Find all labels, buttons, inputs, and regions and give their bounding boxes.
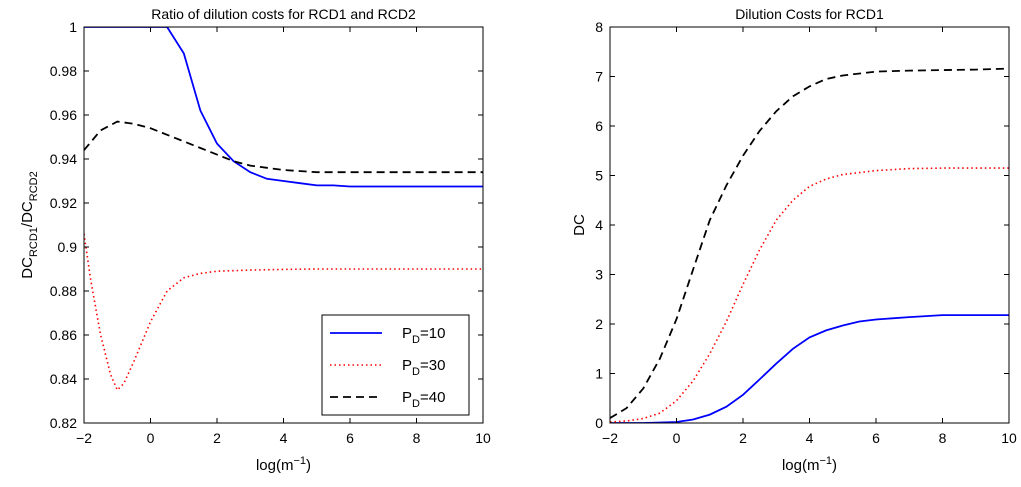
y-tick-label: 0.94 (50, 151, 77, 167)
y-tick-label: 0.96 (50, 107, 77, 123)
x-tick-label: 0 (147, 430, 155, 446)
y-tick-label: 0.92 (50, 195, 77, 211)
y-tick-label: 3 (595, 267, 603, 283)
x-axis-label: log(m−1) (256, 455, 311, 474)
y-tick-label: 8 (595, 19, 603, 35)
series-line-1 (84, 27, 483, 188)
chart-title: Ratio of dilution costs for RCD1 and RCD… (151, 6, 416, 22)
y-tick-label: 0.9 (58, 239, 78, 255)
x-tick-label: 2 (739, 430, 747, 446)
x-tick-label: 4 (806, 430, 814, 446)
y-tick-label: 6 (595, 118, 603, 134)
legend-label-1: PD=10 (402, 325, 445, 346)
y-tick-label: 1 (595, 366, 603, 382)
y-axis-label: DC (571, 214, 588, 236)
y-tick-label: 2 (595, 316, 603, 332)
series-line-2 (610, 167, 1009, 423)
ratio-panel: −2 0 2 4 6 8 10 0.82 0.84 0.86 0.88 0.9 0.92 0.94 0.96… (19, 6, 491, 474)
x-tick-label: 6 (346, 430, 354, 446)
y-tick-label: 1 (69, 19, 77, 35)
chart-title: Dilution Costs for RCD1 (735, 6, 884, 22)
y-tick-label: 0.84 (50, 371, 77, 387)
legend-label-2: PD=30 (402, 357, 445, 378)
y-tick-label: 4 (595, 217, 603, 233)
y-tick-label: 0 (595, 415, 603, 431)
x-tick-label: 10 (1001, 430, 1017, 446)
y-axis-label: DCRCD1/DCRCD2 (19, 171, 40, 278)
legend-box (321, 314, 470, 416)
y-tick-label: 0.88 (50, 283, 77, 299)
x-tick-label: 8 (939, 430, 947, 446)
x-tick-label: 2 (213, 430, 221, 446)
series-line-1 (610, 314, 1009, 423)
y-tick-label: 7 (595, 69, 603, 85)
x-tick-label: 10 (475, 430, 491, 446)
y-tick-label: 0.82 (50, 415, 77, 431)
y-tick-label: 5 (595, 168, 603, 184)
series-line-3 (84, 120, 483, 174)
legend: PD=10 PD=30 PD=40 (321, 314, 470, 416)
x-tick-label: 8 (413, 430, 421, 446)
x-axis-label: log(m−1) (782, 455, 837, 474)
x-tick-label: 0 (673, 430, 681, 446)
x-tick-label: −2 (76, 430, 92, 446)
series-line-2 (84, 233, 483, 392)
legend-label-3: PD=40 (402, 389, 445, 410)
x-tick-label: 4 (280, 430, 288, 446)
y-tick-label: 0.86 (50, 327, 77, 343)
x-tick-label: 6 (872, 430, 880, 446)
y-tick-label: 0.98 (50, 63, 77, 79)
x-tick-label: −2 (602, 430, 618, 446)
series-line-3 (610, 67, 1009, 419)
